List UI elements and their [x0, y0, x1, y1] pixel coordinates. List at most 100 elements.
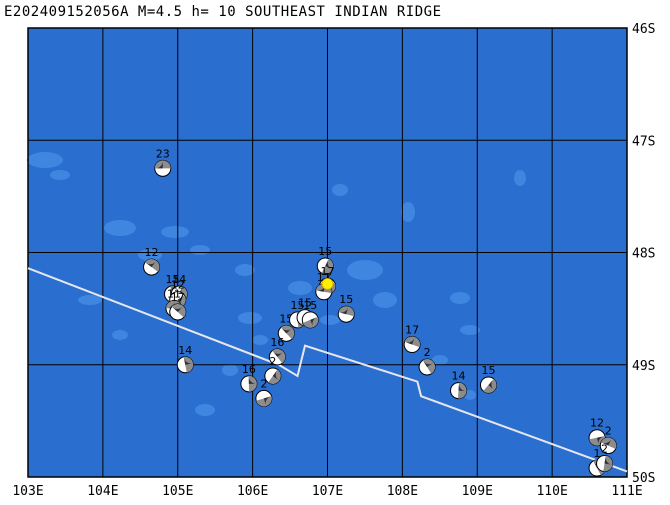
shallow-area [401, 202, 415, 222]
lon-tick-label: 108E [387, 484, 418, 499]
event-depth-label: 23 [156, 147, 170, 160]
event-depth-label: 2 [260, 377, 267, 390]
beachball-quadrant [272, 351, 284, 357]
shallow-area [161, 226, 189, 238]
shallow-area [373, 292, 397, 308]
beachball-quadrant [256, 396, 272, 407]
shallow-area [450, 292, 470, 304]
beachball-quadrant [339, 307, 349, 315]
shallow-area [78, 295, 102, 305]
event-marker: 2 [264, 355, 282, 385]
shallow-area [238, 312, 262, 324]
shallow-area [288, 281, 312, 295]
event-depth-label: 2 [601, 443, 608, 456]
beachball-quadrant [272, 370, 279, 381]
event-marker: 23 [154, 147, 172, 177]
event-depth-label: 2 [269, 355, 276, 368]
event-depth-label: 15 [166, 273, 180, 286]
beachball-quadrant [310, 317, 317, 327]
event-depth-label: 17 [321, 265, 335, 278]
shallow-area [235, 264, 255, 276]
beachball-quadrant [597, 436, 605, 445]
event-depth-label: 2 [605, 425, 612, 438]
event-depth-label: 1 [594, 447, 601, 460]
event-marker: 14 [450, 370, 468, 400]
beachball-quadrant [177, 295, 184, 306]
beachball-quadrant [423, 360, 434, 367]
event-marker: 15 [479, 364, 497, 394]
event-marker: 12 [588, 417, 606, 447]
shallow-area [464, 390, 476, 400]
shallow-area [104, 220, 136, 236]
beachball-quadrant [488, 379, 494, 390]
beachball-quadrant [263, 396, 271, 406]
event-depth-label: 14 [172, 273, 186, 286]
event-depth-label: 17 [405, 324, 419, 337]
shallow-area [190, 245, 210, 255]
beachball-quadrant [272, 348, 286, 364]
lat-tick-label: 50S [632, 471, 655, 486]
event-depth-label: 2 [424, 346, 431, 359]
lon-tick-label: 104E [87, 484, 118, 499]
event-marker: 17 [403, 324, 421, 354]
beachball-quadrant [422, 358, 436, 374]
event-marker: 2 [418, 346, 436, 376]
event-marker: 16 [240, 363, 258, 393]
beachball-quadrant [183, 356, 194, 373]
shallow-area [460, 325, 480, 335]
lat-tick-label: 49S [632, 359, 655, 374]
beachball-quadrant [325, 259, 332, 270]
beachball-quadrant [172, 306, 183, 312]
lon-tick-label: 103E [12, 484, 43, 499]
map-border [27, 27, 628, 478]
lat-tick-label: 46S [632, 22, 655, 37]
lon-tick-label: 111E [611, 484, 642, 499]
event-depth-label: 15 [318, 245, 332, 258]
event-marker: 15 [337, 293, 355, 323]
beachball-quadrant [248, 375, 257, 392]
event-marker: 15 [301, 299, 319, 329]
beachball-quadrant [601, 439, 612, 446]
event-depth-label: 15 [339, 293, 353, 306]
beachball-quadrant [604, 456, 612, 465]
event-marker: 14 [176, 344, 194, 374]
shallow-area [320, 315, 340, 325]
event-marker: 2 [599, 425, 617, 455]
shallow-area [195, 404, 215, 416]
epicenter-marker [321, 278, 334, 290]
beachball-quadrant [155, 161, 163, 169]
lon-tick-label: 106E [237, 484, 268, 499]
event-depth-label: 11 [167, 288, 181, 301]
lon-tick-label: 109E [462, 484, 493, 499]
event-depth-label: 16 [270, 336, 284, 349]
event-depth-label: 15 [298, 297, 312, 310]
event-depth-label: 16 [242, 363, 256, 376]
map-title: E202409152056A M=4.5 h= 10 SOUTHEAST IND… [4, 4, 442, 20]
event-marker: 15 [316, 245, 334, 275]
shallow-area [112, 330, 128, 340]
beachball-quadrant [248, 376, 257, 384]
event-depth-label: 15 [291, 299, 305, 312]
beachball-quadrant [458, 383, 466, 392]
axis-tick-labels: 103E 104E 105E 106E 107E 108E 109E 110E 111E 46S 4… [12, 22, 655, 499]
event-marker: 12 [143, 246, 161, 276]
event-depth-label: 12 [590, 417, 604, 430]
shallow-area [27, 152, 63, 168]
event-marker: 2 [255, 377, 273, 407]
shallow-area [252, 335, 268, 345]
lon-tick-label: 110E [536, 484, 567, 499]
shallow-area [222, 364, 238, 376]
event-depth-label: 14 [452, 370, 466, 383]
beachball-quadrant [302, 316, 319, 328]
lon-tick-label: 105E [162, 484, 193, 499]
event-depth-label: 15 [481, 364, 495, 377]
shallow-area [347, 260, 383, 280]
beachball-quadrant [405, 337, 415, 345]
event-marker: 16 [268, 336, 286, 366]
beachball-quadrant [281, 328, 292, 334]
beachball-quadrant [183, 357, 193, 365]
shallow-area [50, 170, 70, 180]
epicenter-dot [321, 278, 334, 290]
shallow-area [432, 355, 448, 365]
